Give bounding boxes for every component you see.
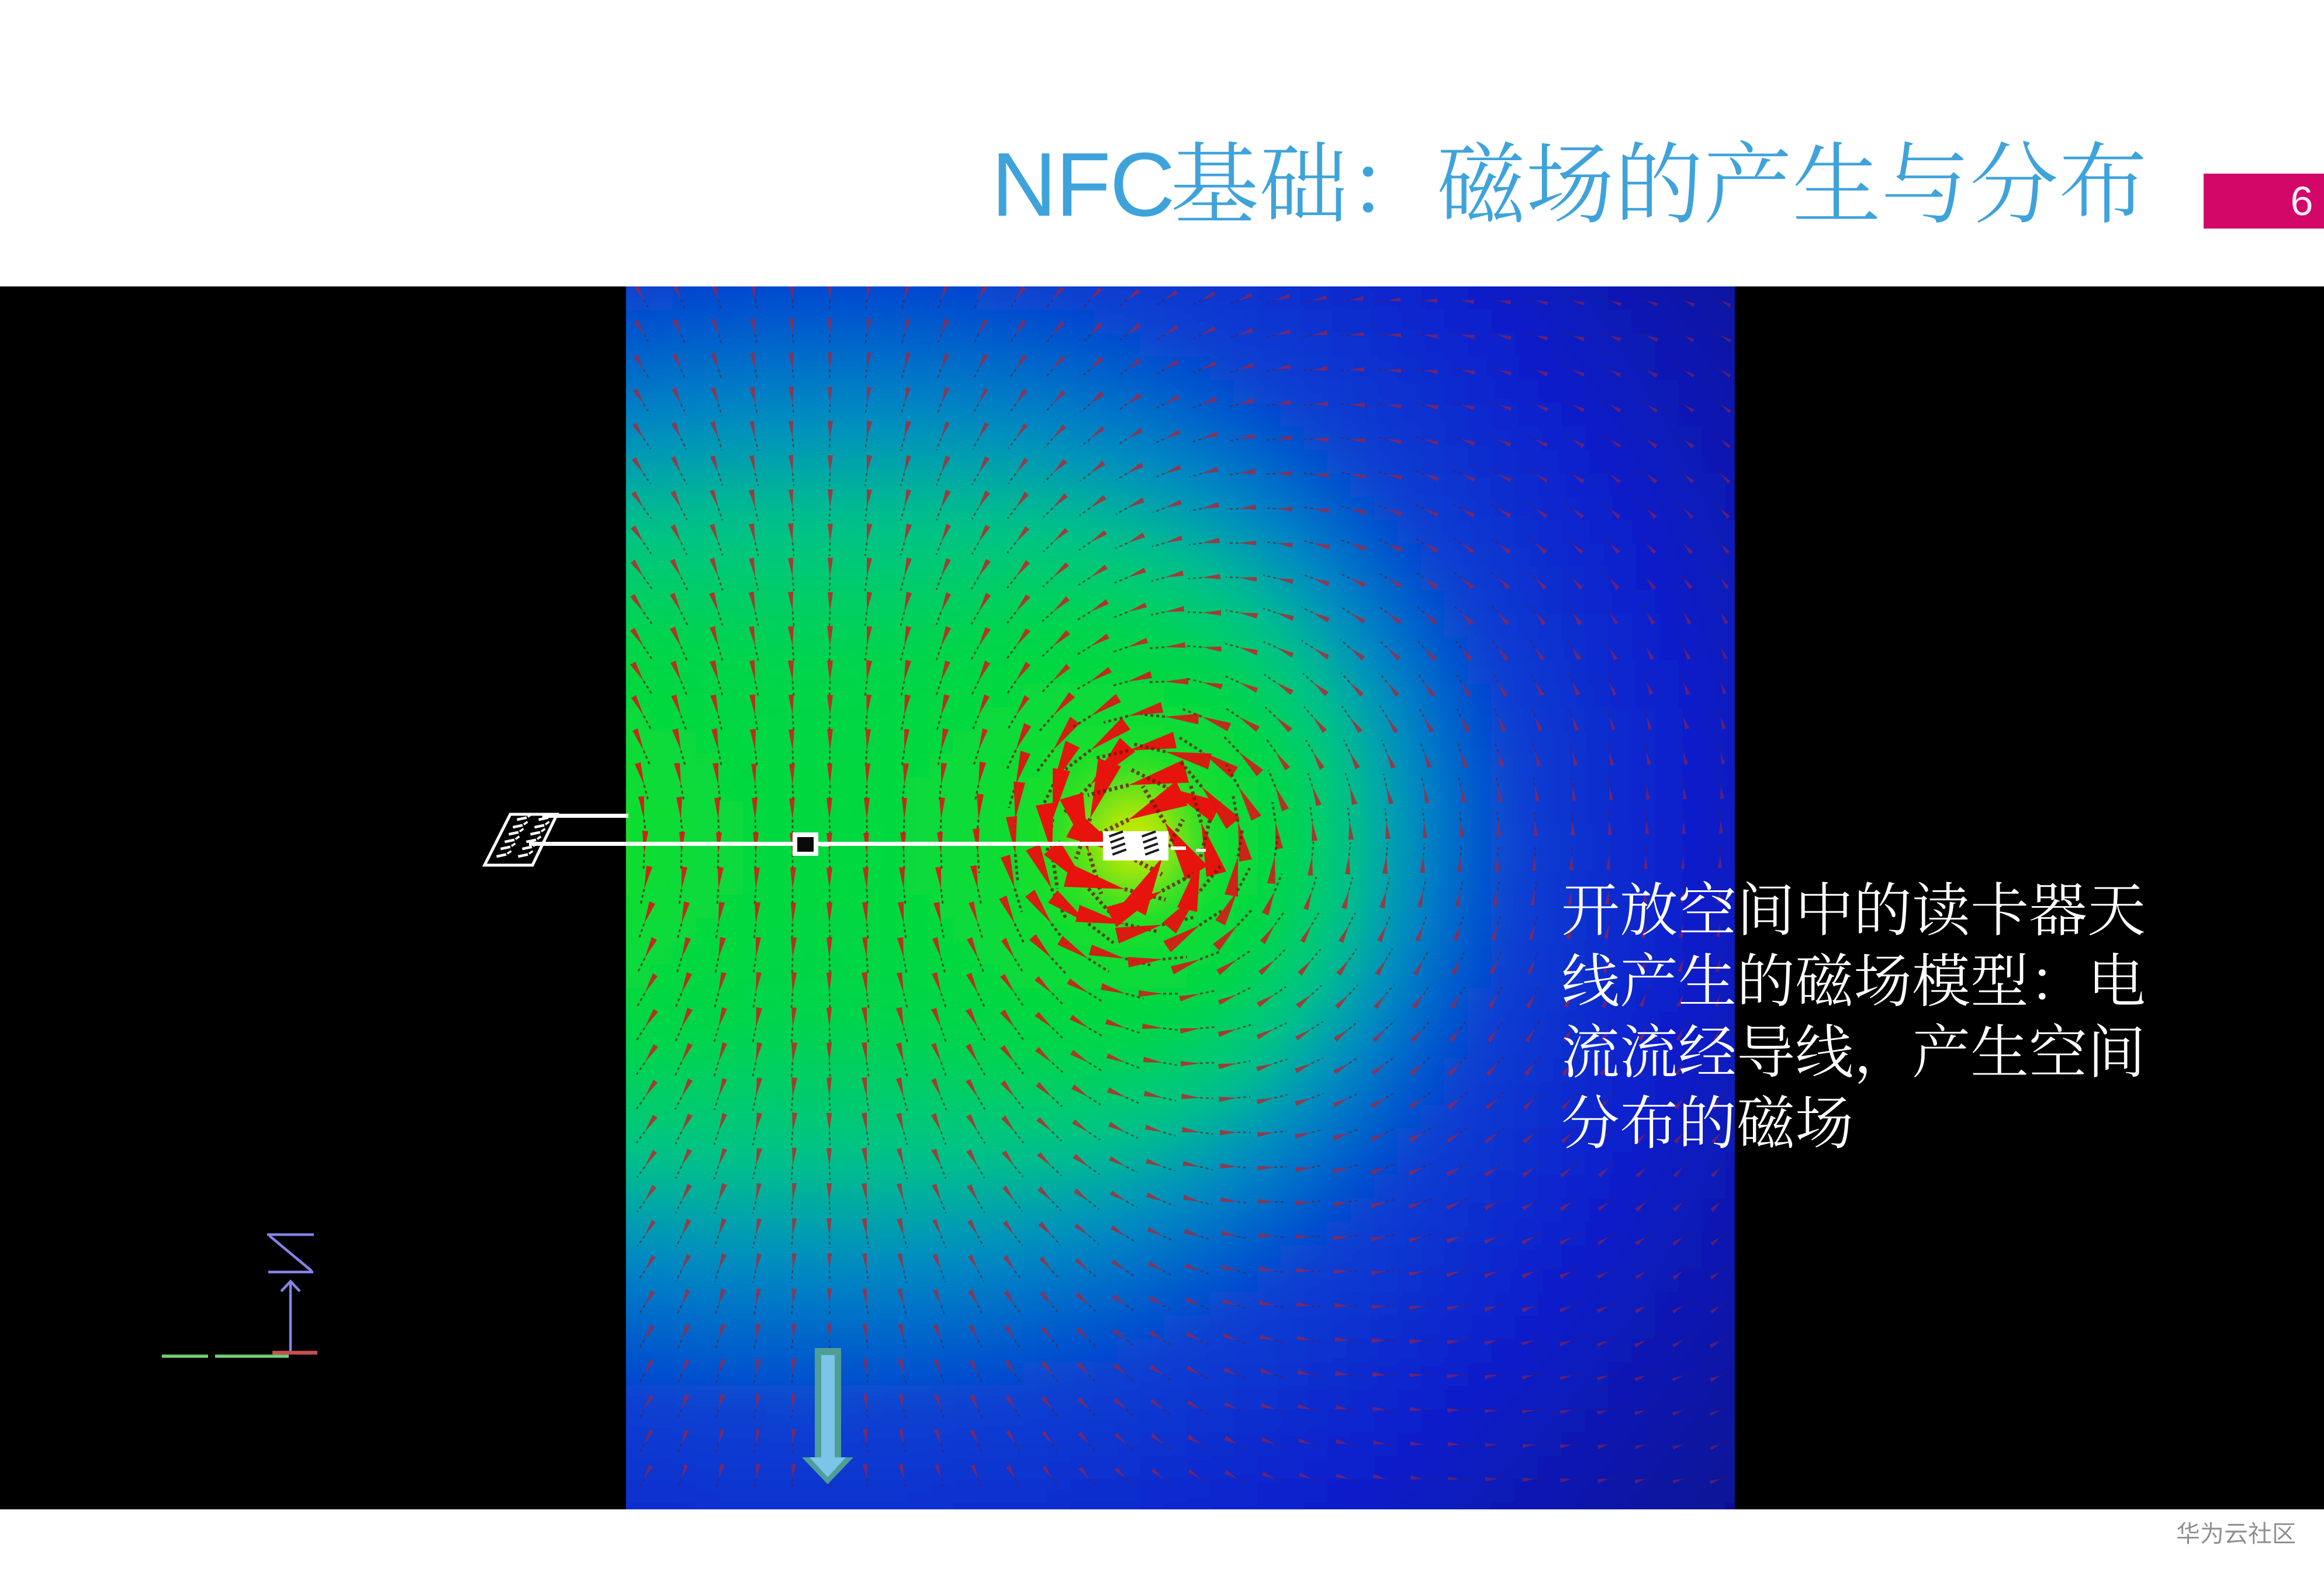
svg-text:NFC: NFC [991, 134, 1174, 235]
